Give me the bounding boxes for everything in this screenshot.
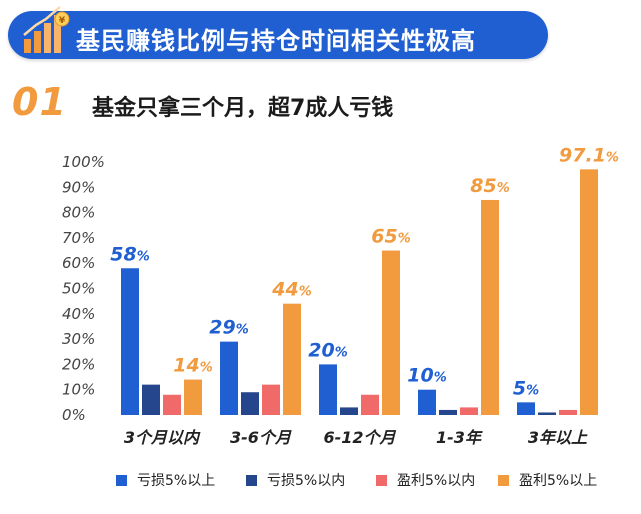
x-tick-label: 3个月以内 [124,428,201,447]
legend-label: 亏损5%以上 [137,473,216,489]
x-tick-label: 3-6个月 [230,428,292,447]
bar [262,384,280,415]
bar [142,384,160,415]
data-label: 10% [407,365,446,387]
legend-item: 盈利5%以上 [498,470,597,490]
section-number: 01 [12,80,67,124]
section-title: 基金只拿三个月，超7成人亏钱 [92,96,394,121]
y-tick-label: 10% [62,381,95,399]
data-label: 14% [173,355,212,377]
bar [517,402,535,415]
y-tick-label: 50% [62,280,95,298]
bar [418,389,436,415]
bar [340,407,358,415]
legend-swatch [246,474,257,486]
bar [460,407,478,415]
bar [580,169,598,415]
bar-chart-coin-icon: ¥ [23,6,70,53]
svg-text:¥: ¥ [59,16,66,26]
bar [538,412,556,415]
bar [559,409,577,415]
y-tick-label: 40% [62,305,95,323]
legend-swatch [498,474,509,486]
x-tick-label: 1-3年 [436,428,483,447]
legend-item: 盈利5%以内 [376,470,475,490]
legend-item: 亏损5%以内 [246,470,345,490]
y-tick-label: 0% [62,406,86,424]
legend-swatch [376,474,387,486]
data-label: 29% [209,317,248,339]
y-tick-label: 90% [62,178,95,196]
bar [163,394,181,415]
bar [481,199,499,415]
bar [184,379,202,415]
y-tick-label: 30% [62,330,95,348]
header-banner: ¥ 基民赚钱比例与持仓时间相关性极高 [8,6,548,59]
y-tick-label: 70% [62,229,95,247]
data-label: 58% [110,243,149,265]
y-tick-label: 100% [62,153,105,171]
bar [439,409,457,415]
bar [361,394,379,415]
y-tick-label: 80% [62,204,95,222]
legend-swatch [116,474,127,486]
data-label: 5% [513,377,539,399]
legend-label: 盈利5%以上 [519,473,598,489]
data-label: 44% [271,279,311,301]
x-tick-label: 6-12个月 [323,428,396,447]
y-tick-label: 20% [62,355,95,373]
page-title: 基民赚钱比例与持仓时间相关性极高 [76,27,476,55]
legend-label: 亏损5%以内 [267,473,346,489]
bar [220,341,238,415]
x-tick-label: 3年以上 [528,428,588,447]
legend-item: 亏损5%以上 [116,470,215,490]
y-tick-label: 60% [62,254,95,272]
bar-chart: 0% 10% 20% 30% 40% 50% 60% 70% 80% 90% 100% 3个月以内 3-… [62,144,619,447]
bar [241,392,259,415]
data-label: 20% [308,339,347,361]
data-label: 65% [371,226,410,248]
bar [283,303,301,415]
data-label: 85% [470,175,509,197]
bar [382,250,400,415]
data-label: 97.1% [559,144,619,166]
legend-label: 盈利5%以内 [397,473,476,489]
chart-legend: 亏损5%以上 亏损5%以内 盈利5%以内 盈利5%以上 [116,470,616,490]
bar [121,268,139,415]
bar [319,364,337,415]
